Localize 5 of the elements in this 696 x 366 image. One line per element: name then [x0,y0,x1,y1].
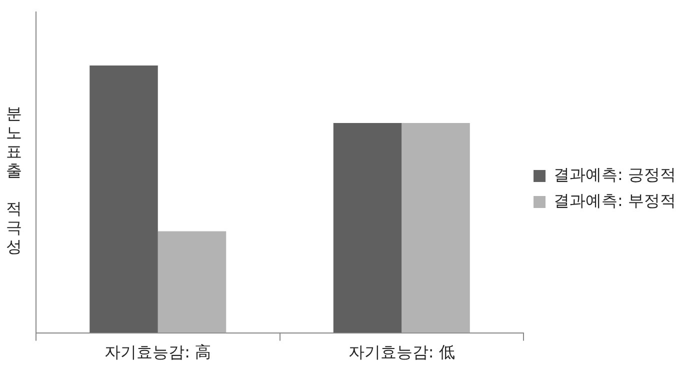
x-tick-label: 자기효능감: 低 [348,342,455,362]
legend-label: 결과예측: 부정적 [554,191,676,210]
y-axis-title: 분노표출 적극성 [6,104,22,256]
x-tick-label: 자기효능감: 高 [104,342,212,362]
legend-label: 결과예측: 긍정적 [554,165,676,184]
